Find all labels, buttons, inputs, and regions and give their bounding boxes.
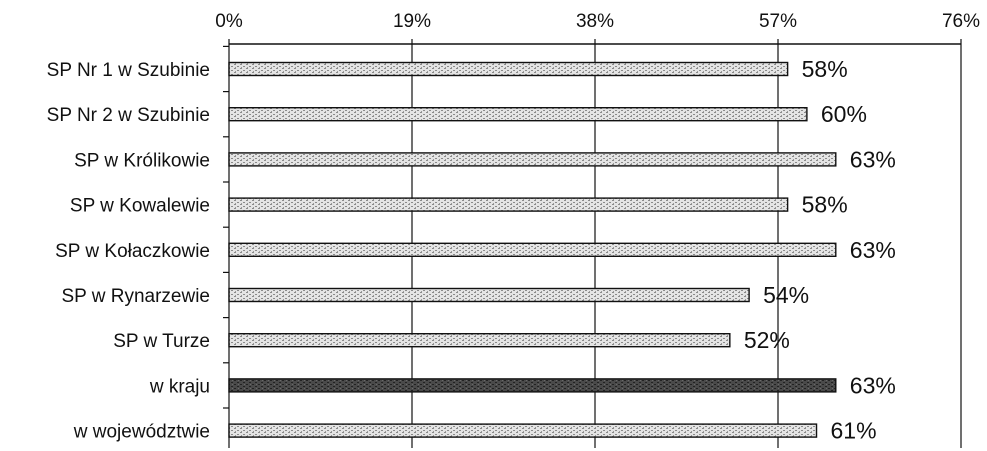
category-label: SP Nr 1 w Szubinie xyxy=(47,60,210,81)
bar xyxy=(228,61,789,77)
category-label: w województwie xyxy=(73,422,210,443)
bar xyxy=(228,242,837,258)
data-label: 60% xyxy=(821,101,867,127)
labels: 0% 19% 38% 57% 76% SP Nr 1 w Szubinie 58% SP Nr… xyxy=(47,11,980,444)
bar xyxy=(228,287,750,303)
category-label: SP w Kowalewie xyxy=(70,196,210,217)
category-label: SP w Rynarzewie xyxy=(61,286,210,307)
x-tick-label: 19% xyxy=(393,11,431,32)
bar xyxy=(228,197,789,212)
x-tick-label: 0% xyxy=(215,11,243,32)
bar xyxy=(228,333,731,348)
category-label: SP w Turze xyxy=(113,331,210,352)
data-label: 58% xyxy=(802,56,848,82)
data-label: 63% xyxy=(850,372,896,398)
bar xyxy=(228,152,837,167)
axes xyxy=(223,39,962,409)
data-label: 58% xyxy=(802,192,848,218)
data-label: 52% xyxy=(744,327,790,353)
category-label: SP Nr 2 w Szubinie xyxy=(47,105,210,126)
data-label: 63% xyxy=(850,146,896,172)
category-label: SP w Kołaczkowie xyxy=(55,241,210,262)
bar xyxy=(228,106,808,122)
bar xyxy=(228,423,818,438)
bars xyxy=(228,61,837,438)
data-label: 54% xyxy=(763,282,809,308)
data-label: 63% xyxy=(850,237,896,263)
x-tick-label: 57% xyxy=(759,11,797,32)
category-label: w kraju xyxy=(149,376,210,397)
data-label: 61% xyxy=(831,418,877,444)
bar xyxy=(228,378,837,393)
category-label: SP w Królikowie xyxy=(74,150,210,171)
x-tick-label: 76% xyxy=(942,11,980,32)
x-tick-label: 38% xyxy=(576,11,614,32)
